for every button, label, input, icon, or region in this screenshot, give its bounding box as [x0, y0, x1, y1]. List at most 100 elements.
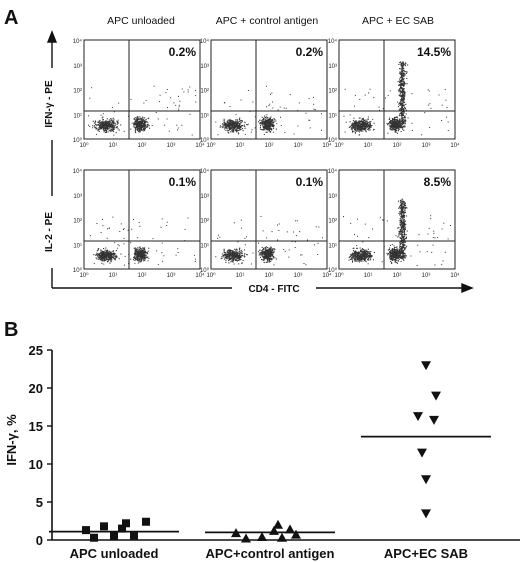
y-tick-label: 10⁴: [73, 38, 83, 45]
x-tick-label: 10²: [138, 143, 147, 149]
y-tick-label: 10⁰: [73, 137, 83, 144]
data-point: [417, 448, 427, 458]
x-tick-label: 10⁰: [334, 142, 344, 149]
data-point: [277, 532, 287, 542]
y-tick-label: 10⁴: [328, 38, 338, 45]
y-tick-label: 10⁴: [73, 168, 83, 175]
data-point: [122, 519, 130, 528]
data-point: [231, 528, 241, 538]
x-axis-label-cd4: CD4 - FITC: [248, 284, 299, 295]
quadrant-percent: 0.2%: [296, 45, 324, 59]
x-tick-label: 10³: [294, 273, 303, 279]
data-point: [257, 531, 267, 541]
y-tick-label: 10³: [73, 64, 82, 70]
quadrant-percent: 0.2%: [169, 45, 197, 59]
x-tick-label: 10²: [265, 273, 274, 279]
y-tick-label: 10²: [328, 89, 337, 95]
panel-a-arrows: [46, 30, 474, 294]
y-tick-label: 10³: [200, 194, 209, 200]
y-tick-label: 20: [29, 381, 43, 396]
row-label-ifn: IFN-γ - PE: [44, 80, 55, 128]
x-tick-label: 10⁴: [450, 142, 460, 149]
y-tick-label: 10⁰: [200, 267, 210, 274]
scatter-plot: 0 5 10 15 20 25 APC unloaded APC+control antige…: [29, 343, 520, 561]
data-point: [273, 519, 283, 529]
x-tick-label: 10⁰: [79, 272, 89, 279]
y-tick-label: 10¹: [73, 113, 82, 119]
data-point: [269, 525, 279, 535]
data-point: [431, 391, 441, 401]
x-tick-label: 10⁴: [322, 142, 332, 149]
panel-b-label: B: [4, 319, 18, 341]
x-tick-label: 10⁴: [195, 142, 205, 149]
quadrant-percent: 0.1%: [169, 175, 197, 189]
category-label: APC unloaded: [70, 546, 159, 561]
x-tick-label: 10³: [167, 273, 176, 279]
quadrant-percent: 0.1%: [296, 175, 324, 189]
flow-plots: 0.2%10⁰10⁰10¹10¹10²10²10³10³10⁴10⁴0.2%10…: [73, 38, 460, 279]
x-tick-label: 10⁰: [79, 142, 89, 149]
x-tick-label: 10³: [422, 143, 431, 149]
y-tick-label: 10¹: [328, 243, 337, 249]
data-point: [110, 532, 118, 541]
data-point: [130, 531, 138, 540]
x-tick-label: 10¹: [236, 143, 245, 149]
y-tick-label: 10³: [200, 64, 209, 70]
data-point: [421, 361, 431, 371]
x-tick-label: 10²: [393, 273, 402, 279]
panel-a-label: A: [4, 7, 18, 29]
y-tick-label: 10¹: [328, 113, 337, 119]
x-tick-label: 10¹: [109, 273, 118, 279]
x-tick-label: 10²: [138, 273, 147, 279]
category-label: APC+EC SAB: [384, 546, 468, 561]
x-tick-label: 10¹: [364, 143, 373, 149]
y-tick-label: 15: [29, 419, 43, 434]
x-tick-label: 10¹: [109, 143, 118, 149]
data-point: [429, 415, 439, 425]
x-tick-label: 10⁰: [206, 272, 216, 279]
category-label: APC+control antigen: [206, 546, 335, 561]
y-tick-label: 10²: [328, 219, 337, 225]
y-tick-label: 10²: [73, 89, 82, 95]
data-point: [241, 533, 251, 543]
y-tick-label: 10²: [200, 89, 209, 95]
y-tick-label: 10⁴: [200, 168, 210, 175]
data-point: [421, 509, 431, 519]
y-tick-label: 10⁰: [328, 137, 338, 144]
y-tick-label: 10⁰: [200, 137, 210, 144]
y-tick-label: 10⁰: [328, 267, 338, 274]
y-tick-label: 10²: [73, 219, 82, 225]
y-tick-label: 10¹: [200, 243, 209, 249]
x-tick-label: 10²: [393, 143, 402, 149]
y-tick-label: 10⁰: [73, 267, 83, 274]
y-tick-label: 10³: [73, 194, 82, 200]
data-point: [285, 524, 295, 534]
data-point: [413, 412, 423, 422]
x-tick-label: 10¹: [236, 273, 245, 279]
quadrant-percent: 14.5%: [417, 45, 451, 59]
x-tick-label: 10⁴: [195, 272, 205, 279]
column-title-2: APC + control antigen: [216, 15, 319, 27]
x-tick-label: 10¹: [364, 273, 373, 279]
y-tick-label: 25: [29, 343, 43, 358]
column-title-1: APC unloaded: [107, 15, 175, 27]
y-tick-label: 10¹: [200, 113, 209, 119]
column-title-3: APC + EC SAB: [362, 15, 434, 27]
y-tick-label: 10⁴: [328, 168, 338, 175]
x-tick-label: 10³: [294, 143, 303, 149]
data-point: [118, 524, 126, 533]
y-tick-label: 5: [36, 495, 43, 510]
x-tick-label: 10⁰: [334, 272, 344, 279]
y-tick-label: 10: [29, 457, 43, 472]
y-tick-label: 0: [36, 533, 43, 548]
y-tick-label: 10⁴: [200, 38, 210, 45]
x-tick-label: 10³: [167, 143, 176, 149]
data-point: [90, 533, 98, 542]
data-point: [291, 529, 301, 539]
